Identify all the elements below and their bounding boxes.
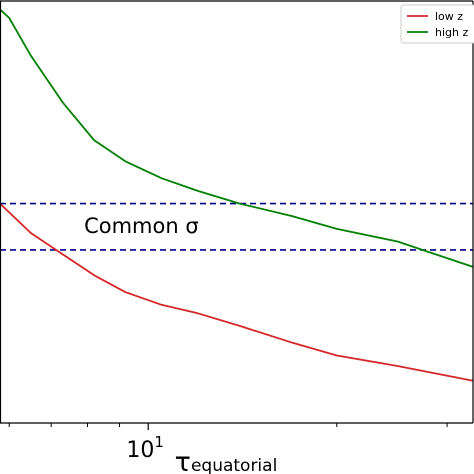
ticks-layer: 101 bbox=[8, 423, 448, 463]
annotation-0: Common σ bbox=[84, 214, 199, 238]
annotation-layer: Common σ bbox=[84, 214, 199, 238]
xlabel-layer: τequatorial bbox=[175, 447, 278, 474]
series-line-0 bbox=[0, 202, 474, 382]
series-line-1 bbox=[0, 8, 474, 268]
legend-label-0: low z bbox=[435, 10, 463, 23]
hlines-layer bbox=[0, 202, 473, 251]
x-axis-label-subscript: equatorial bbox=[191, 456, 277, 474]
axes-layer bbox=[0, 0, 474, 424]
x-axis-label: τequatorial bbox=[175, 447, 278, 474]
x-tick-label-0: 101 bbox=[126, 433, 164, 463]
legend: low z high z bbox=[400, 4, 474, 44]
legend-label-1: high z bbox=[435, 26, 468, 39]
x-tick-label-exponent-0: 1 bbox=[154, 433, 164, 451]
series-layer bbox=[0, 8, 474, 382]
legend-box bbox=[400, 4, 474, 44]
